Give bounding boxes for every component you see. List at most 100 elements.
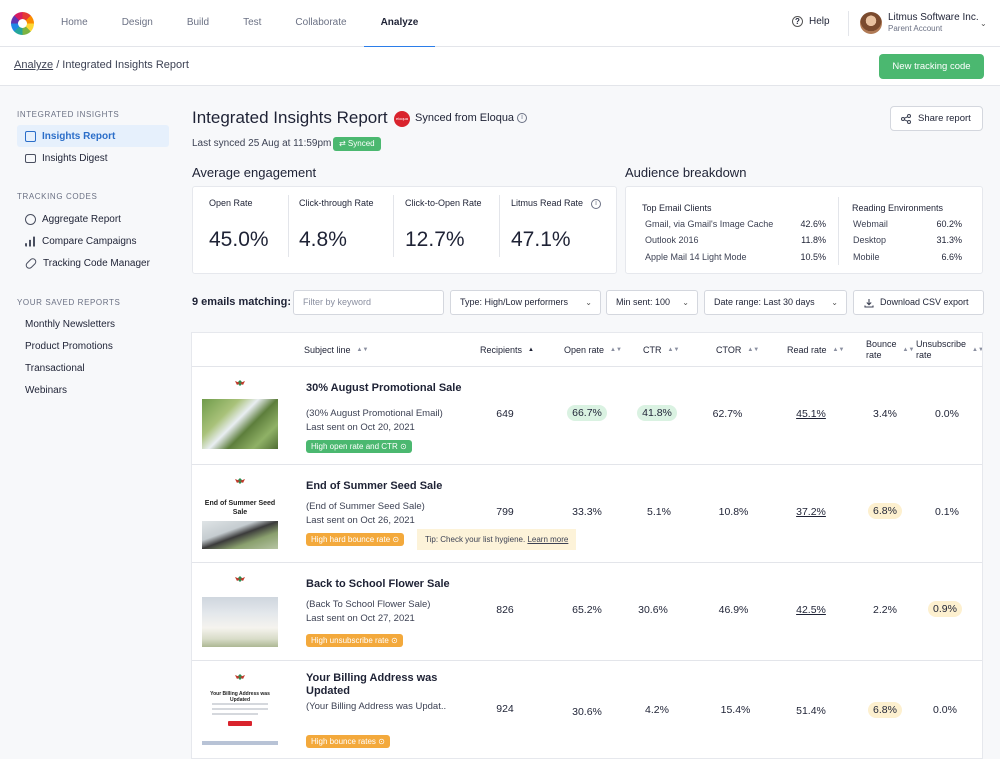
column-header-unsubscribe-rate[interactable]: Unsubscribe rate ▲▼ <box>916 333 982 367</box>
table-row[interactable]: Back to School Flower Sale (Back To Scho… <box>192 563 982 661</box>
status-badge[interactable]: High bounce rates ⊙ <box>306 735 390 748</box>
account-name: Litmus Software Inc. <box>888 12 979 23</box>
table-row[interactable]: End of Summer Seed Sale End of Summer Se… <box>192 465 982 563</box>
share-report-button[interactable]: Share report <box>890 106 983 131</box>
sort-icon: ▲▼ <box>667 346 680 353</box>
email-name: (Your Billing Address was Updat.. <box>306 701 447 712</box>
sort-asc-icon: ▲ <box>528 346 534 353</box>
subject-line[interactable]: Your Billing Address was Updated <box>306 672 438 697</box>
read-rate-link[interactable]: 45.1% <box>796 408 826 420</box>
tab-design[interactable]: Design <box>121 17 153 28</box>
thumbnail-text-line <box>212 713 258 715</box>
bounce-rate-cell: 6.8% <box>861 503 909 519</box>
status-badge[interactable]: High open rate and CTR ⊙ <box>306 440 412 453</box>
help-button[interactable]: ? Help <box>792 16 830 27</box>
open-rate-cell: 65.2% <box>572 604 602 616</box>
chevron-down-icon: ⌄ <box>585 298 592 307</box>
read-rate-cell[interactable]: 37.2% <box>786 506 836 518</box>
subject-line[interactable]: 30% August Promotional Sale <box>306 382 462 394</box>
read-rate-cell[interactable]: 42.5% <box>786 604 836 616</box>
reading-environments-heading: Reading Environments <box>852 203 944 213</box>
brand-logo-icon <box>235 576 245 582</box>
recipients-cell: 924 <box>496 703 514 715</box>
read-rate-link[interactable]: 37.2% <box>796 506 826 518</box>
date-range-select[interactable]: Date range: Last 30 days ⌄ <box>704 290 847 315</box>
type-select[interactable]: Type: High/Low performers ⌄ <box>450 290 601 315</box>
thumbnail-button <box>228 721 252 726</box>
sidebar-item-aggregate-report[interactable]: Aggregate Report <box>17 208 169 230</box>
breadcrumb-analyze-link[interactable]: Analyze <box>14 59 54 71</box>
subject-line[interactable]: Back to School Flower Sale <box>306 578 450 590</box>
saved-report-product-promotions[interactable]: Product Promotions <box>25 341 113 352</box>
tab-home[interactable]: Home <box>61 17 88 28</box>
type-select-value: Type: High/Low performers <box>460 297 569 307</box>
tab-test[interactable]: Test <box>243 17 262 28</box>
metric-label-text: Litmus Read Rate <box>511 198 584 208</box>
sidebar-item-insights-digest[interactable]: Insights Digest <box>17 147 169 169</box>
email-name: (30% August Promotional Email) <box>306 408 443 419</box>
sidebar-item-tracking-code-manager[interactable]: Tracking Code Manager <box>17 252 169 274</box>
synced-from: Synced from Eloqua i <box>415 112 528 124</box>
highlight-pill: 0.9% <box>928 601 962 617</box>
read-rate-cell[interactable]: 45.1% <box>786 408 836 420</box>
breadcrumb: Analyze / Integrated Insights Report <box>14 59 189 71</box>
nav-tabs: Home Design Build Test Collaborate Analy… <box>44 0 436 48</box>
metric-ctr: Click-through Rate 4.8% <box>283 187 389 265</box>
thumbnail-footer <box>202 741 278 745</box>
sidebar-item-compare-campaigns[interactable]: Compare Campaigns <box>17 230 169 252</box>
sidebar-heading-saved-reports: Your Saved Reports <box>17 298 121 307</box>
metric-divider <box>393 195 394 257</box>
last-sent: Last sent on Oct 27, 2021 <box>306 613 415 624</box>
new-tracking-code-button[interactable]: New tracking code <box>879 54 984 79</box>
table-row[interactable]: 30% August Promotional Sale (30% August … <box>192 367 982 465</box>
brand-logo-icon <box>235 674 245 680</box>
min-sent-select[interactable]: Min sent: 100 ⌄ <box>606 290 698 315</box>
audience-title: Audience breakdown <box>625 165 747 180</box>
column-header-subject[interactable]: Subject line ▲▼ <box>304 333 404 367</box>
column-header-bounce-rate[interactable]: Bounce rate ▲▼ <box>866 333 914 367</box>
table-row[interactable]: Your Billing Address was Updated Your Bi… <box>192 661 982 758</box>
keyword-filter-input[interactable]: Filter by keyword <box>293 290 444 315</box>
thumbnail-headline: End of Summer Seed Sale <box>204 500 276 516</box>
sort-icon: ▲▼ <box>832 346 845 353</box>
column-header-recipients[interactable]: Recipients ▲ <box>480 333 550 367</box>
tab-build[interactable]: Build <box>186 17 210 28</box>
download-csv-button[interactable]: Download CSV export <box>853 290 984 315</box>
metric-read-rate: Litmus Read Rate i 47.1% <box>495 187 615 265</box>
sort-icon: ▲▼ <box>747 346 760 353</box>
synced-badge: ⇄ Synced <box>333 137 381 151</box>
engagement-title: Average engagement <box>192 165 317 180</box>
sidebar-item-label: Compare Campaigns <box>42 235 137 247</box>
recipients-cell: 799 <box>496 506 514 518</box>
tab-analyze[interactable]: Analyze <box>363 0 436 48</box>
column-header-read-rate[interactable]: Read rate ▲▼ <box>787 333 857 367</box>
saved-report-monthly-newsletters[interactable]: Monthly Newsletters <box>25 319 116 330</box>
email-thumbnail: Your Billing Address was Updated <box>202 671 278 745</box>
tab-collaborate[interactable]: Collaborate <box>295 17 347 28</box>
column-header-open-rate[interactable]: Open rate ▲▼ <box>564 333 634 367</box>
learn-more-link[interactable]: Learn more <box>527 535 569 544</box>
subject-line[interactable]: End of Summer Seed Sale <box>306 480 443 492</box>
env-name: Mobile <box>853 252 880 262</box>
synced-from-label: Synced from Eloqua <box>415 112 515 124</box>
metric-value: 4.8% <box>299 228 347 251</box>
thumbnail-text-line <box>212 708 268 710</box>
account-menu[interactable]: Litmus Software Inc. Parent Account ⌄ <box>860 12 987 34</box>
ctr-cell: 41.8% <box>627 405 687 421</box>
metric-label: Click-through Rate <box>299 198 374 208</box>
status-badge[interactable]: High unsubscribe rate ⊙ <box>306 634 403 647</box>
info-icon[interactable]: i <box>517 113 528 124</box>
read-rate-link[interactable]: 42.5% <box>796 604 826 616</box>
metric-value: 45.0% <box>209 228 269 251</box>
metric-label: Click-to-Open Rate <box>405 198 482 208</box>
unsubscribe-rate-cell: 0.0% <box>935 408 959 420</box>
thumbnail-photo <box>202 521 278 549</box>
sidebar-item-insights-report[interactable]: Insights Report <box>17 125 169 147</box>
column-header-ctr[interactable]: CTR ▲▼ <box>643 333 693 367</box>
status-badge[interactable]: High hard bounce rate ⊙ <box>306 533 405 546</box>
saved-report-webinars[interactable]: Webinars <box>25 385 68 396</box>
saved-report-transactional[interactable]: Transactional <box>25 363 85 374</box>
litmus-logo-icon[interactable] <box>11 12 34 35</box>
info-icon[interactable]: i <box>591 198 602 209</box>
column-header-ctor[interactable]: CTOR ▲▼ <box>716 333 776 367</box>
